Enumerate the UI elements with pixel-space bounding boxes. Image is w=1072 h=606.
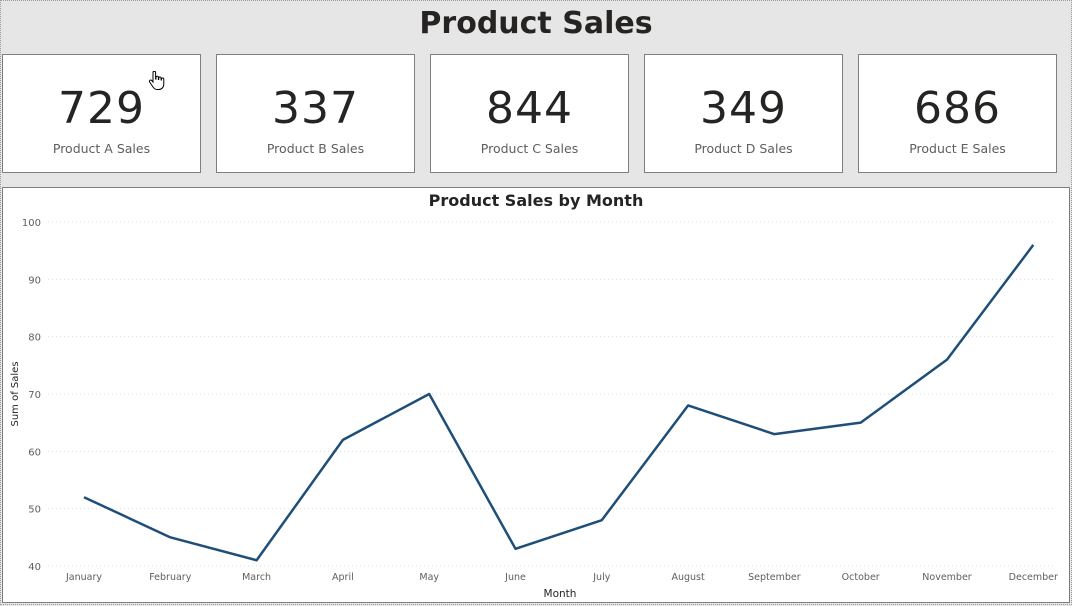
y-tick-label: 70	[28, 390, 41, 401]
card-label: Product B Sales	[266, 141, 365, 156]
line-chart-visual[interactable]: Product Sales by Month 40 50 60 70 80 90 100 Jan…	[2, 187, 1070, 603]
x-tick-label: March	[242, 572, 271, 583]
x-tick-label: April	[332, 572, 354, 583]
hand-cursor-icon	[148, 71, 165, 90]
card-label: Product A Sales	[52, 141, 151, 156]
x-tick-label: June	[504, 572, 526, 583]
y-tick-label: 60	[28, 447, 41, 458]
x-tick-label: February	[149, 572, 191, 583]
x-tick-label: November	[922, 572, 972, 583]
chart-title: Product Sales by Month	[429, 191, 644, 210]
page-title: Product Sales	[419, 6, 653, 41]
x-tick-label: May	[419, 572, 439, 583]
card-value: 729	[58, 83, 145, 134]
card-product-b[interactable]: 337 Product B Sales	[216, 54, 415, 173]
card-product-a[interactable]: 729 Product A Sales	[2, 54, 201, 173]
y-tick-label: 90	[28, 275, 41, 286]
y-axis-title: Sum of Sales	[10, 361, 21, 426]
card-product-d[interactable]: 349 Product D Sales	[644, 54, 843, 173]
y-tick-label: 80	[28, 333, 41, 344]
y-tick-label: 100	[22, 218, 41, 229]
card-value: 337	[272, 83, 359, 134]
series-line	[83, 244, 1035, 562]
card-value: 349	[700, 83, 787, 134]
x-axis-title: Month	[544, 588, 577, 600]
card-value: 686	[914, 83, 1001, 134]
card-label: Product E Sales	[909, 141, 1006, 156]
y-tick-label: 50	[28, 505, 41, 516]
card-label: Product C Sales	[480, 141, 579, 156]
x-tick-label: August	[671, 572, 705, 583]
line-chart: Product Sales by Month 40 50 60 70 80 90 100 Jan…	[10, 191, 1058, 600]
card-value: 844	[486, 83, 573, 134]
x-tick-label: September	[748, 572, 801, 583]
x-tick-label: July	[592, 572, 610, 583]
card-product-e[interactable]: 686 Product E Sales	[858, 54, 1057, 173]
x-tick-label: October	[842, 572, 880, 583]
x-tick-label: December	[1009, 572, 1058, 583]
x-tick-label: January	[65, 572, 102, 583]
y-tick-label: 40	[28, 562, 41, 573]
card-product-c[interactable]: 844 Product C Sales	[430, 54, 629, 173]
card-label: Product D Sales	[694, 141, 793, 156]
